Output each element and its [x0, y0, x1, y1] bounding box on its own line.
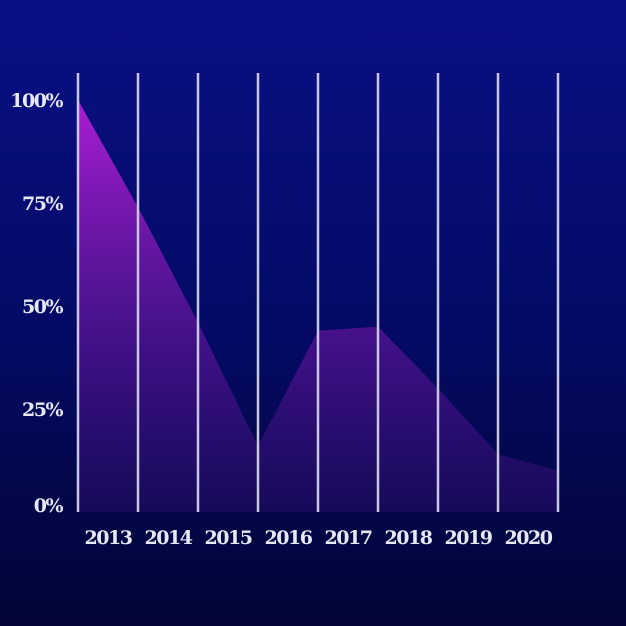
y-tick-label: 0%	[34, 495, 64, 517]
x-tick-label: 2014	[145, 527, 193, 549]
x-tick-label: 2015	[205, 527, 252, 549]
x-tick-label: 2016	[265, 527, 313, 549]
y-tick-label: 25%	[22, 399, 63, 421]
gridlines	[76, 73, 560, 512]
x-axis-ticks: 2013 2014 2015 2016 2017 2018 2019 2020	[85, 527, 555, 549]
x-tick-label: 2013	[85, 527, 132, 549]
y-tick-label: 100%	[10, 90, 63, 112]
x-tick-label: 2019	[445, 527, 493, 549]
y-axis-ticks: 0% 25% 50% 75% 100%	[10, 90, 65, 517]
x-tick-label: 2017	[325, 527, 372, 549]
x-tick-label: 2020	[505, 527, 553, 549]
y-tick-label: 75%	[22, 193, 63, 215]
y-tick-label: 50%	[22, 296, 63, 318]
x-tick-label: 2018	[385, 527, 433, 549]
